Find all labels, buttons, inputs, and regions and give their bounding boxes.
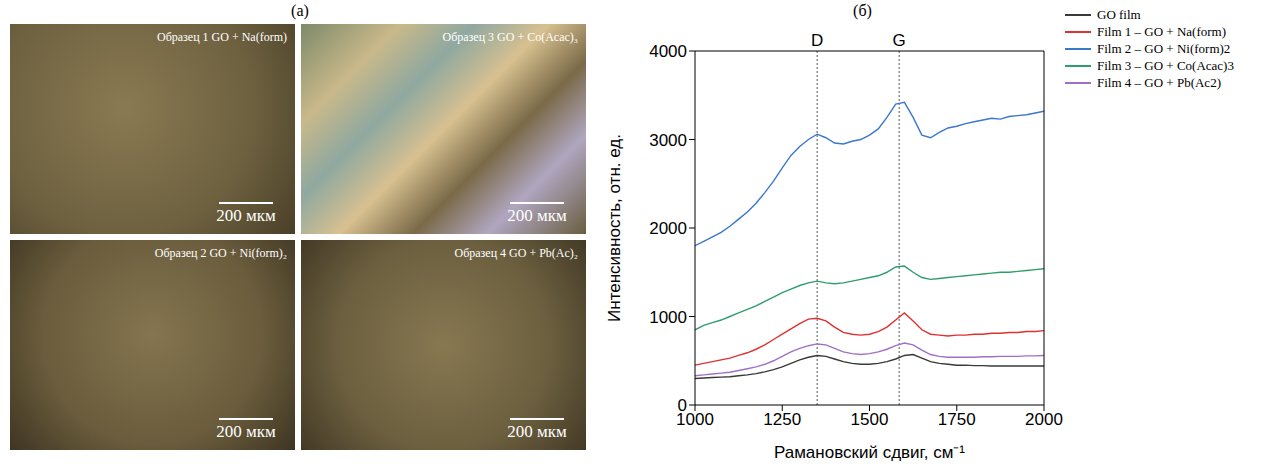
html-text:Film 3 – GO + Co(Acac)3: Film 3 – GO + Co(Acac)3 [1097, 57, 1234, 73]
html-text:200 мкм: 200 мкм [507, 422, 567, 441]
html-text:(б): (б) [853, 2, 872, 19]
svg-text:1000: 1000 [649, 308, 687, 327]
html-text:200 мкм: 200 мкм [216, 422, 276, 441]
html-text:Образец 3 GO + Co(Acac)₃: Образец 3 GO + Co(Acac)₃ [442, 30, 578, 44]
svg-text:3000: 3000 [649, 131, 687, 150]
svg-text:2000: 2000 [649, 219, 687, 238]
svg-text:D: D [811, 31, 823, 50]
svg-text:Рамановский сдвиг, см⁻¹: Рамановский сдвиг, см⁻¹ [774, 443, 965, 462]
svg-text:1250: 1250 [763, 410, 801, 429]
svg-text:0: 0 [678, 396, 687, 415]
svg-text:2000: 2000 [1025, 410, 1063, 429]
html-text:Образец 4 GO + Pb(Ac)₂: Образец 4 GO + Pb(Ac)₂ [454, 246, 578, 260]
svg-text:G: G [893, 31, 906, 50]
html-text:GO film: GO film [1097, 6, 1141, 22]
svg-text:Интенсивность, отн. ед.: Интенсивность, отн. ед. [605, 134, 624, 322]
html-text:200 мкм: 200 мкм [507, 206, 567, 225]
html-text:Film 2 – GO + Ni(form)2: Film 2 – GO + Ni(form)2 [1097, 40, 1231, 56]
html-text:Образец 1 GO + Na(form): Образец 1 GO + Na(form) [157, 30, 287, 44]
html-text:Образец 2 GO + Ni(form)₂: Образец 2 GO + Ni(form)₂ [154, 246, 287, 260]
svg-text:1000: 1000 [676, 410, 714, 430]
svg-text:4000: 4000 [649, 42, 687, 61]
svg-text:1750: 1750 [938, 410, 976, 429]
html-text:(a): (a) [291, 2, 309, 19]
svg-text:1500: 1500 [851, 410, 889, 429]
html-text:200 мкм: 200 мкм [216, 206, 276, 225]
html-text:Film 1 – GO + Na(form): Film 1 – GO + Na(form) [1097, 23, 1226, 39]
html-text:Film 4 – GO + Pb(Ac2): Film 4 – GO + Pb(Ac2) [1097, 74, 1221, 90]
